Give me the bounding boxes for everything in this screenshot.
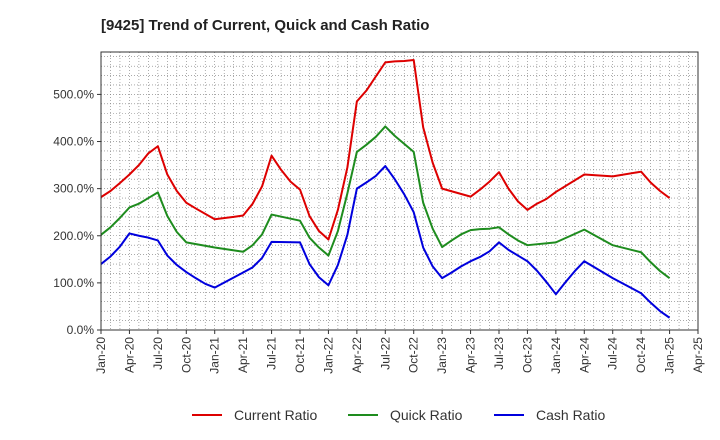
y-tick-label: 100.0%	[53, 276, 94, 290]
y-tick-label: 200.0%	[53, 229, 94, 243]
y-tick-label: 400.0%	[53, 135, 94, 149]
plot-area-frame	[100, 51, 699, 331]
x-tick-label: Jan-22	[321, 337, 335, 374]
x-tick-label: Jan-23	[435, 337, 449, 374]
y-axis-ticks: 0.0% 100.0% 200.0% 300.0% 400.0% 500.0%	[53, 87, 101, 337]
x-tick-label: Apr-24	[577, 337, 591, 373]
x-tick-label: Oct-22	[407, 337, 421, 373]
legend-label: Cash Ratio	[536, 407, 605, 423]
x-tick-label: Apr-20	[122, 337, 136, 373]
legend-label: Current Ratio	[234, 407, 317, 423]
x-tick-label: Jul-24	[606, 337, 620, 370]
x-tick-label: Oct-20	[179, 337, 193, 373]
x-tick-label: Oct-21	[293, 337, 307, 373]
x-tick-label: Apr-21	[236, 337, 250, 373]
series-lines	[100, 59, 671, 319]
x-tick-label: Apr-23	[464, 337, 478, 373]
x-tick-label: Jul-20	[151, 337, 165, 370]
legend-label: Quick Ratio	[390, 407, 463, 423]
x-tick-label: Oct-23	[520, 337, 534, 373]
x-tick-label: Apr-22	[350, 337, 364, 373]
x-tick-label: Jul-23	[492, 337, 506, 370]
grid-lines	[101, 52, 698, 330]
x-axis-ticks: Jan-20 Apr-20 Jul-20 Oct-20 Jan-21 Apr-21 Jul-…	[94, 330, 705, 374]
x-tick-label: Jan-25	[663, 337, 677, 374]
y-tick-label: 500.0%	[53, 87, 94, 101]
x-tick-label: Jul-21	[265, 337, 279, 370]
series-line-quick-ratio	[100, 125, 671, 279]
chart-title: [9425] Trend of Current, Quick and Cash …	[101, 17, 429, 34]
x-tick-label: Oct-24	[634, 337, 648, 373]
series-line-current-ratio	[100, 59, 671, 241]
y-tick-label: 0.0%	[67, 323, 95, 337]
legend: Current Ratio Quick Ratio Cash Ratio	[192, 407, 605, 423]
x-tick-label: Jan-21	[208, 337, 222, 374]
x-tick-label: Apr-25	[691, 337, 705, 373]
x-tick-label: Jul-22	[378, 337, 392, 370]
x-tick-label: Jan-24	[549, 337, 563, 374]
x-tick-label: Jan-20	[94, 337, 108, 374]
series-line-cash-ratio	[100, 165, 671, 319]
y-tick-label: 300.0%	[53, 182, 94, 196]
